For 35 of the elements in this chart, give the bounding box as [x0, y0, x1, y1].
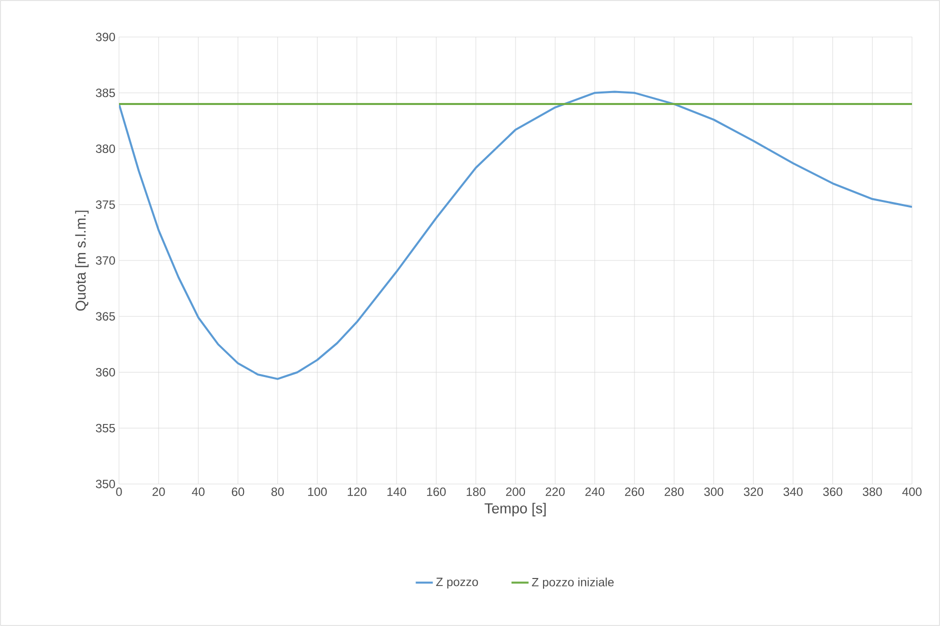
x-tick-label: 220 — [546, 488, 565, 496]
x-tick-label: 140 — [387, 488, 406, 496]
y-tick-label: 385 — [96, 88, 115, 98]
legend-label: Z pozzo iniziale — [532, 578, 614, 589]
line-series — [119, 90, 912, 380]
x-tick-label: 0 — [116, 488, 122, 496]
y-tick-label: 375 — [96, 200, 115, 209]
y-tick-label: 365 — [96, 312, 115, 321]
x-tick-label: 320 — [744, 488, 763, 496]
y-tick-label: 390 — [96, 32, 116, 42]
x-tick-label: 360 — [823, 488, 842, 496]
x-axis-title: Tempo [s] — [484, 502, 546, 516]
y-tick-label: 355 — [96, 424, 115, 432]
x-tick-label: 100 — [308, 488, 327, 496]
x-tick-label: 300 — [704, 488, 724, 496]
y-tick-label: 360 — [96, 368, 116, 376]
x-tick-label: 240 — [585, 488, 604, 496]
legend-label: Z pozzo — [436, 578, 478, 589]
x-tick-label: 280 — [664, 488, 684, 496]
y-tick-label: 380 — [96, 144, 116, 153]
x-tick-label: 60 — [232, 488, 244, 496]
x-tick-label: 380 — [862, 488, 882, 496]
x-tick-label: 80 — [271, 488, 284, 496]
x-tick-label: 160 — [427, 488, 446, 496]
x-tick-label: 260 — [625, 488, 644, 496]
x-tick-label: 180 — [466, 488, 486, 496]
x-tick-label: 40 — [192, 488, 205, 496]
y-tick-label: 350 — [96, 480, 116, 488]
y-axis-title: Quota [m s.l.m.] — [75, 210, 89, 311]
y-tick-label: 370 — [96, 256, 116, 265]
x-tick-label: 400 — [902, 488, 922, 496]
x-tick-label: 20 — [152, 488, 165, 496]
x-tick-label: 200 — [506, 488, 526, 496]
x-tick-label: 340 — [783, 488, 803, 496]
x-tick-label: 120 — [348, 488, 366, 496]
